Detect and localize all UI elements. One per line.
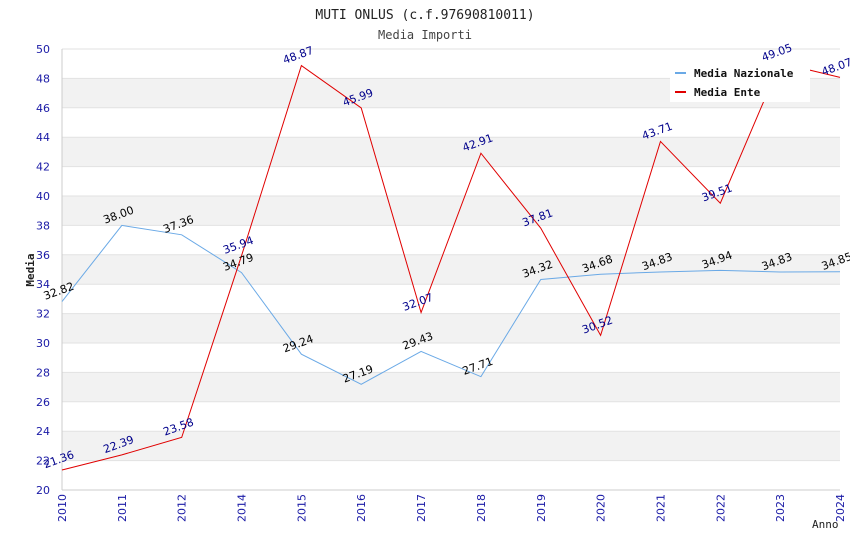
grid-band	[62, 166, 840, 196]
y-tick-label: 20	[36, 484, 50, 497]
x-tick-label: 2016	[355, 494, 368, 522]
y-tick-label: 24	[36, 425, 50, 438]
y-tick-label: 26	[36, 396, 50, 409]
grid-band	[62, 137, 840, 167]
grid-band	[62, 254, 840, 285]
y-tick-label: 46	[36, 102, 50, 115]
grid-band	[62, 460, 840, 490]
legend: Media Nazionale Media Ente	[670, 60, 810, 102]
series-line	[61, 62, 841, 471]
grid-bands	[62, 48, 840, 491]
x-tick-label: 2024	[834, 494, 847, 522]
y-tick-label: 50	[36, 43, 50, 56]
x-tick-label: 2017	[415, 494, 428, 522]
y-tick-label: 32	[36, 308, 50, 321]
y-tick-label: 40	[36, 190, 50, 203]
y-axis-label: Media	[24, 253, 37, 286]
grid-band	[62, 313, 840, 343]
x-tick-label: 2012	[176, 494, 189, 522]
legend-label: Media Nazionale	[694, 67, 794, 80]
plot-area	[61, 49, 840, 491]
y-axis-ticks: 20 22 24 26 28 30 32 34 36 38 40 42 44 46 48 50	[36, 43, 50, 497]
chart-title: MUTI ONLUS (c.f.97690810011)	[315, 8, 534, 23]
y-tick-label: 38	[36, 219, 50, 232]
y-tick-label: 22	[36, 455, 50, 468]
x-tick-label: 2020	[595, 494, 608, 522]
x-axis-ticks: 2010 2011 2012 2014 2015 2016 2017 2018 2019 2020…	[56, 494, 847, 522]
grid-band	[62, 343, 840, 373]
series-line	[61, 224, 841, 385]
legend-label: Media Ente	[694, 86, 761, 99]
x-tick-label: 2019	[535, 494, 548, 522]
x-tick-label: 2015	[295, 494, 308, 522]
y-tick-label: 28	[36, 366, 50, 379]
grid-band	[62, 107, 840, 138]
grid-band	[62, 431, 840, 461]
grid-band	[62, 196, 840, 226]
x-tick-label: 2010	[56, 494, 69, 522]
y-tick-label: 36	[36, 249, 50, 262]
legend-box	[670, 60, 810, 102]
y-tick-label: 30	[36, 337, 50, 350]
x-tick-label: 2011	[116, 494, 129, 522]
series-lines	[61, 62, 841, 471]
y-tick-label: 42	[36, 161, 50, 174]
y-tick-label: 44	[36, 131, 50, 144]
chart-subtitle: Media Importi	[378, 28, 472, 42]
grid-band	[62, 284, 840, 314]
x-tick-label: 2021	[654, 494, 667, 522]
x-axis-label: Anno	[812, 518, 839, 531]
y-tick-label: 48	[36, 72, 50, 85]
x-tick-label: 2022	[714, 494, 727, 522]
grid-band	[62, 372, 840, 402]
x-tick-label: 2014	[236, 494, 249, 522]
grid-band	[62, 225, 840, 255]
x-tick-label: 2018	[475, 494, 488, 522]
y-tick-label: 34	[36, 278, 50, 291]
x-tick-label: 2023	[774, 494, 787, 522]
